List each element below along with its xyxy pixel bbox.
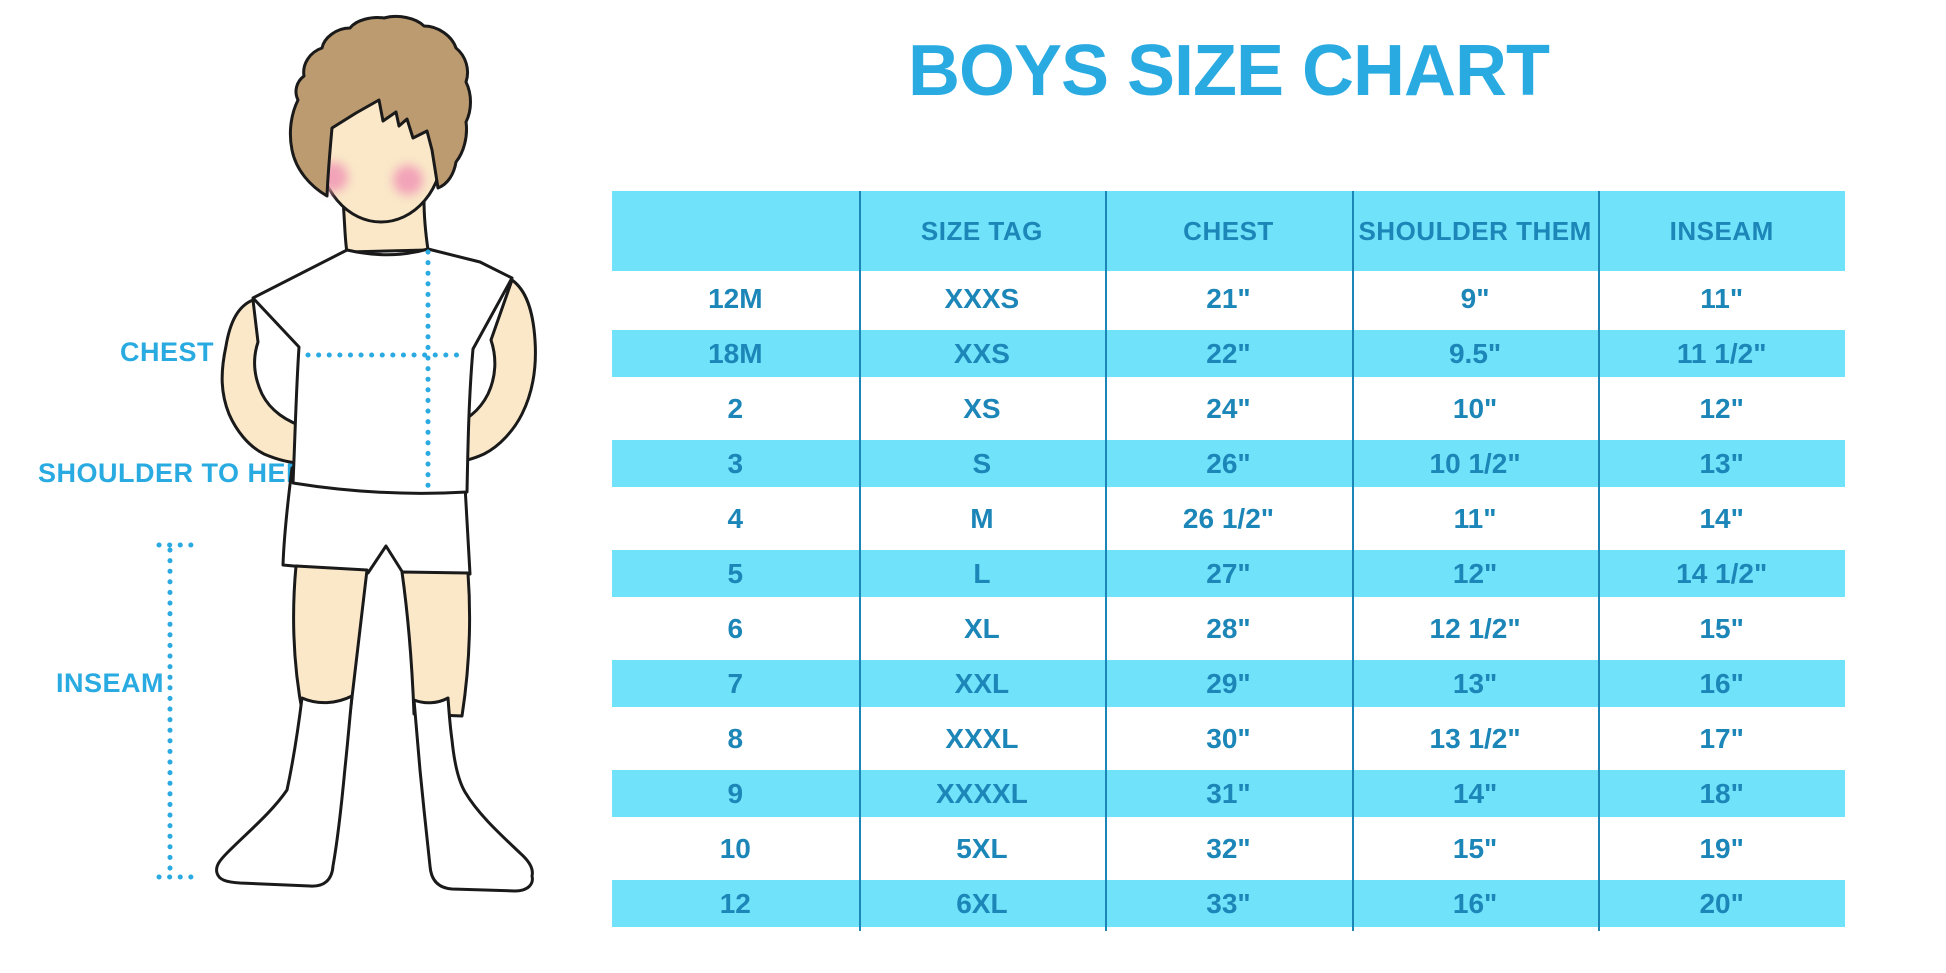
column-divider xyxy=(858,191,861,931)
table-cell: 30" xyxy=(1206,722,1251,754)
table-cell: 13" xyxy=(1452,667,1498,699)
table-cell: 31" xyxy=(1206,777,1251,809)
table-cell: XS xyxy=(963,392,1001,424)
table-cell: 28" xyxy=(1206,612,1251,644)
table-cell: 17" xyxy=(1699,722,1744,754)
header-cell-inseam: INSEAM xyxy=(1669,216,1774,246)
table-cell: 14" xyxy=(1699,502,1744,534)
table-cell: 16" xyxy=(1452,887,1498,919)
table-cell: 12 xyxy=(719,887,751,919)
table-cell: 7 xyxy=(727,667,744,699)
table-row: 7 XXL 29" 13" 16" xyxy=(612,656,1845,711)
table-cell: 21" xyxy=(1206,282,1251,314)
table-cell: XXXS xyxy=(944,282,1020,314)
table-cell: 14 1/2" xyxy=(1676,557,1768,589)
table-cell: 5 xyxy=(727,557,744,589)
chest-label: CHEST xyxy=(120,337,215,367)
table-row: 4 M 26 1/2" 11" 14" xyxy=(612,491,1845,546)
table-row: 5 L 27" 12" 14 1/2" xyxy=(612,546,1845,601)
header-cell-chest: CHEST xyxy=(1183,216,1274,246)
table-cell: 16" xyxy=(1699,667,1744,699)
boy-right-leg xyxy=(400,570,472,718)
column-divider xyxy=(1598,191,1601,931)
table-cell: 14" xyxy=(1452,777,1498,809)
table-cell: XXS xyxy=(953,337,1010,369)
size-table: SIZE TAG CHEST SHOULDER THEM INSEAM 12M … xyxy=(612,191,1845,931)
table-cell: 32" xyxy=(1206,832,1251,864)
table-row: 9 XXXXL 31" 14" 18" xyxy=(612,766,1845,821)
table-cell: 9" xyxy=(1460,282,1490,314)
table-cell: 15" xyxy=(1452,832,1498,864)
table-cell: 26" xyxy=(1206,447,1251,479)
table-cell: XL xyxy=(964,612,1000,644)
boy-figure-illustration xyxy=(156,14,537,893)
table-row: 12M XXXS 21" 9" 11" xyxy=(612,271,1845,326)
table-cell: XXXXL xyxy=(935,777,1028,809)
table-cell: 10" xyxy=(1452,392,1498,424)
table-cell: 11" xyxy=(1700,282,1744,314)
table-cell: M xyxy=(970,502,994,534)
table-cell: 11" xyxy=(1453,502,1497,534)
table-cell: 12" xyxy=(1452,557,1498,589)
table-row: 8 XXXL 30" 13 1/2" 17" xyxy=(612,711,1845,766)
table-cell: 2 xyxy=(727,392,744,424)
boy-hair xyxy=(288,14,472,198)
inseam-measure-line xyxy=(156,542,195,880)
table-cell: 12" xyxy=(1699,392,1744,424)
table-cell: L xyxy=(973,557,991,589)
column-divider xyxy=(1351,191,1354,931)
table-cell: 27" xyxy=(1206,557,1251,589)
table-cell: 18" xyxy=(1699,777,1744,809)
table-row: 12 6XL 33" 16" 20" xyxy=(612,876,1845,931)
table-cell: 9.5" xyxy=(1448,337,1502,369)
table-cell: 29" xyxy=(1206,667,1251,699)
page-title: BOYS SIZE CHART xyxy=(907,31,1550,111)
boy-left-sock xyxy=(215,694,354,888)
table-cell: 33" xyxy=(1206,887,1251,919)
table-cell: 9 xyxy=(727,777,744,809)
table-cell: XXXL xyxy=(945,722,1019,754)
table-row: 10 5XL 32" 15" 19" xyxy=(612,821,1845,876)
table-cell: 5XL xyxy=(956,832,1008,864)
table-row: 18M XXS 22" 9.5" 11 1/2" xyxy=(612,326,1845,381)
table-cell: 12M xyxy=(708,282,763,314)
size-table-body: 12M XXXS 21" 9" 11" 18M XXS 22" 9.5" 11 … xyxy=(612,271,1845,931)
table-cell: 15" xyxy=(1699,612,1744,644)
header-cell-size-tag: SIZE TAG xyxy=(920,216,1043,246)
boy-tshirt xyxy=(251,247,514,495)
table-row: 3 S 26" 10 1/2" 13" xyxy=(612,436,1845,491)
header-cell-shoulder-them: SHOULDER THEM xyxy=(1358,216,1592,246)
table-cell: 24" xyxy=(1206,392,1251,424)
boy-right-sock xyxy=(412,696,534,893)
shoulder-to-hem-label: SHOULDER TO HEM xyxy=(38,458,310,488)
table-cell: 13" xyxy=(1699,447,1744,479)
table-cell: 3 xyxy=(727,447,744,479)
boy-left-arm xyxy=(220,298,310,465)
table-cell: XXL xyxy=(954,667,1010,699)
boy-right-arm xyxy=(444,278,537,464)
boy-blush-right xyxy=(393,165,423,195)
table-cell: 6 xyxy=(727,612,744,644)
table-cell: 10 1/2" xyxy=(1429,447,1521,479)
table-cell: 19" xyxy=(1699,832,1744,864)
table-cell: 8 xyxy=(727,722,744,754)
table-cell: 22" xyxy=(1206,337,1251,369)
table-cell: 20" xyxy=(1699,887,1744,919)
table-cell: 13 1/2" xyxy=(1429,722,1521,754)
column-divider xyxy=(1105,191,1108,931)
table-cell: 10 xyxy=(719,832,751,864)
table-cell: S xyxy=(972,447,992,479)
table-cell: 18M xyxy=(708,337,763,369)
table-cell: 6XL xyxy=(956,887,1008,919)
table-cell: 4 xyxy=(727,502,744,534)
table-cell: 11 1/2" xyxy=(1676,337,1767,369)
table-row: 6 XL 28" 12 1/2" 15" xyxy=(612,601,1845,656)
inseam-label: INSEAM xyxy=(56,668,165,698)
table-cell: 26 1/2" xyxy=(1182,502,1275,534)
table-header-row: SIZE TAG CHEST SHOULDER THEM INSEAM xyxy=(612,191,1845,271)
boy-left-leg xyxy=(292,564,369,718)
table-row: 2 XS 24" 10" 12" xyxy=(612,381,1845,436)
table-cell: 12 1/2" xyxy=(1429,612,1521,644)
